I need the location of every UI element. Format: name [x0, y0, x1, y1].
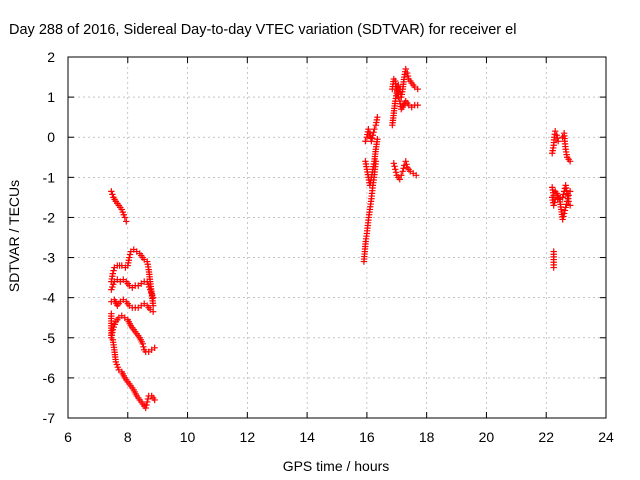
data-point	[362, 138, 369, 145]
chart-title: Day 288 of 2016, Sidereal Day-to-day VTE…	[9, 22, 516, 38]
data-point	[368, 135, 376, 142]
data-point	[142, 404, 149, 412]
data-point	[566, 202, 574, 209]
data-point	[414, 101, 421, 109]
data-point	[403, 161, 410, 168]
data-point	[414, 85, 421, 93]
data-point	[123, 218, 130, 225]
data-point	[139, 340, 146, 347]
data-point	[395, 93, 402, 101]
data-point	[365, 126, 372, 133]
data-point	[554, 138, 562, 145]
data-point	[108, 188, 115, 195]
data-point	[400, 165, 407, 172]
data-point	[109, 270, 117, 277]
data-point	[398, 172, 405, 179]
data-point	[565, 198, 572, 205]
x-tick-label: 16	[359, 429, 375, 445]
data-point	[551, 199, 558, 206]
data-point	[374, 136, 381, 143]
data-point	[370, 129, 377, 136]
data-point	[149, 308, 157, 315]
data-point	[109, 191, 116, 198]
data-point	[550, 202, 557, 209]
x-tick-label: 14	[299, 429, 315, 445]
data-point	[151, 344, 158, 352]
data-point	[404, 69, 411, 77]
data-point	[140, 343, 147, 351]
data-point	[562, 204, 569, 211]
data-point	[144, 395, 152, 403]
y-tick-labels: -7 -6 -5 -4 -3 -2 -1 0 1 2	[43, 49, 56, 426]
x-tick-label: 22	[538, 429, 554, 445]
data-point	[554, 135, 561, 142]
plot-frame	[67, 56, 607, 419]
x-axis-label: GPS time / hours	[283, 458, 390, 474]
data-point	[560, 213, 567, 220]
data-point	[559, 216, 566, 223]
grid-lines	[68, 57, 606, 418]
data-point	[121, 214, 128, 221]
data-point	[553, 132, 560, 139]
x-tick-label: 12	[240, 429, 256, 445]
data-point	[368, 138, 375, 145]
x-tick-label: 24	[598, 429, 614, 445]
tick-marks	[67, 56, 607, 419]
data-point	[126, 251, 134, 258]
data-point	[151, 396, 158, 404]
y-tick-label: -7	[43, 410, 56, 426]
data-point	[392, 169, 400, 176]
y-tick-label: 2	[47, 49, 55, 65]
data-point	[550, 264, 557, 271]
data-points	[108, 65, 574, 412]
y-tick-label: 1	[47, 89, 55, 105]
data-point	[391, 163, 398, 170]
data-point	[413, 172, 420, 179]
data-point	[144, 398, 151, 406]
data-point	[402, 158, 409, 165]
y-tick-label: -5	[43, 330, 56, 346]
data-point	[561, 207, 569, 214]
y-tick-label: 0	[47, 129, 55, 145]
data-point	[374, 113, 381, 121]
data-point	[118, 262, 125, 269]
y-tick-label: -6	[43, 370, 56, 386]
x-tick-label: 6	[64, 429, 72, 445]
data-point	[110, 267, 117, 274]
y-tick-label: -4	[43, 290, 56, 306]
x-tick-label: 10	[180, 429, 196, 445]
data-point	[392, 166, 399, 173]
data-point	[402, 65, 409, 73]
x-tick-labels: 6 8 10 12 14 16 18 20 22 24	[64, 429, 614, 445]
y-axis-label: SDTVAR / TECUs	[6, 180, 22, 292]
data-point	[399, 168, 406, 175]
data-point	[149, 302, 157, 309]
data-point	[404, 72, 412, 80]
data-point	[396, 176, 403, 183]
data-point	[559, 194, 566, 201]
data-point	[143, 401, 150, 409]
data-point	[560, 191, 567, 198]
x-tick-label: 8	[124, 429, 132, 445]
data-point	[126, 254, 133, 261]
data-point	[560, 210, 568, 217]
data-point	[551, 128, 559, 135]
y-tick-label: -1	[43, 169, 56, 185]
data-point	[566, 158, 574, 165]
data-point	[390, 160, 397, 167]
x-tick-label: 18	[419, 429, 435, 445]
data-point	[369, 132, 377, 139]
data-point	[149, 294, 157, 301]
y-tick-label: -2	[43, 209, 56, 225]
x-tick-label: 20	[479, 429, 495, 445]
y-tick-label: -3	[43, 250, 56, 266]
data-point	[371, 126, 378, 133]
